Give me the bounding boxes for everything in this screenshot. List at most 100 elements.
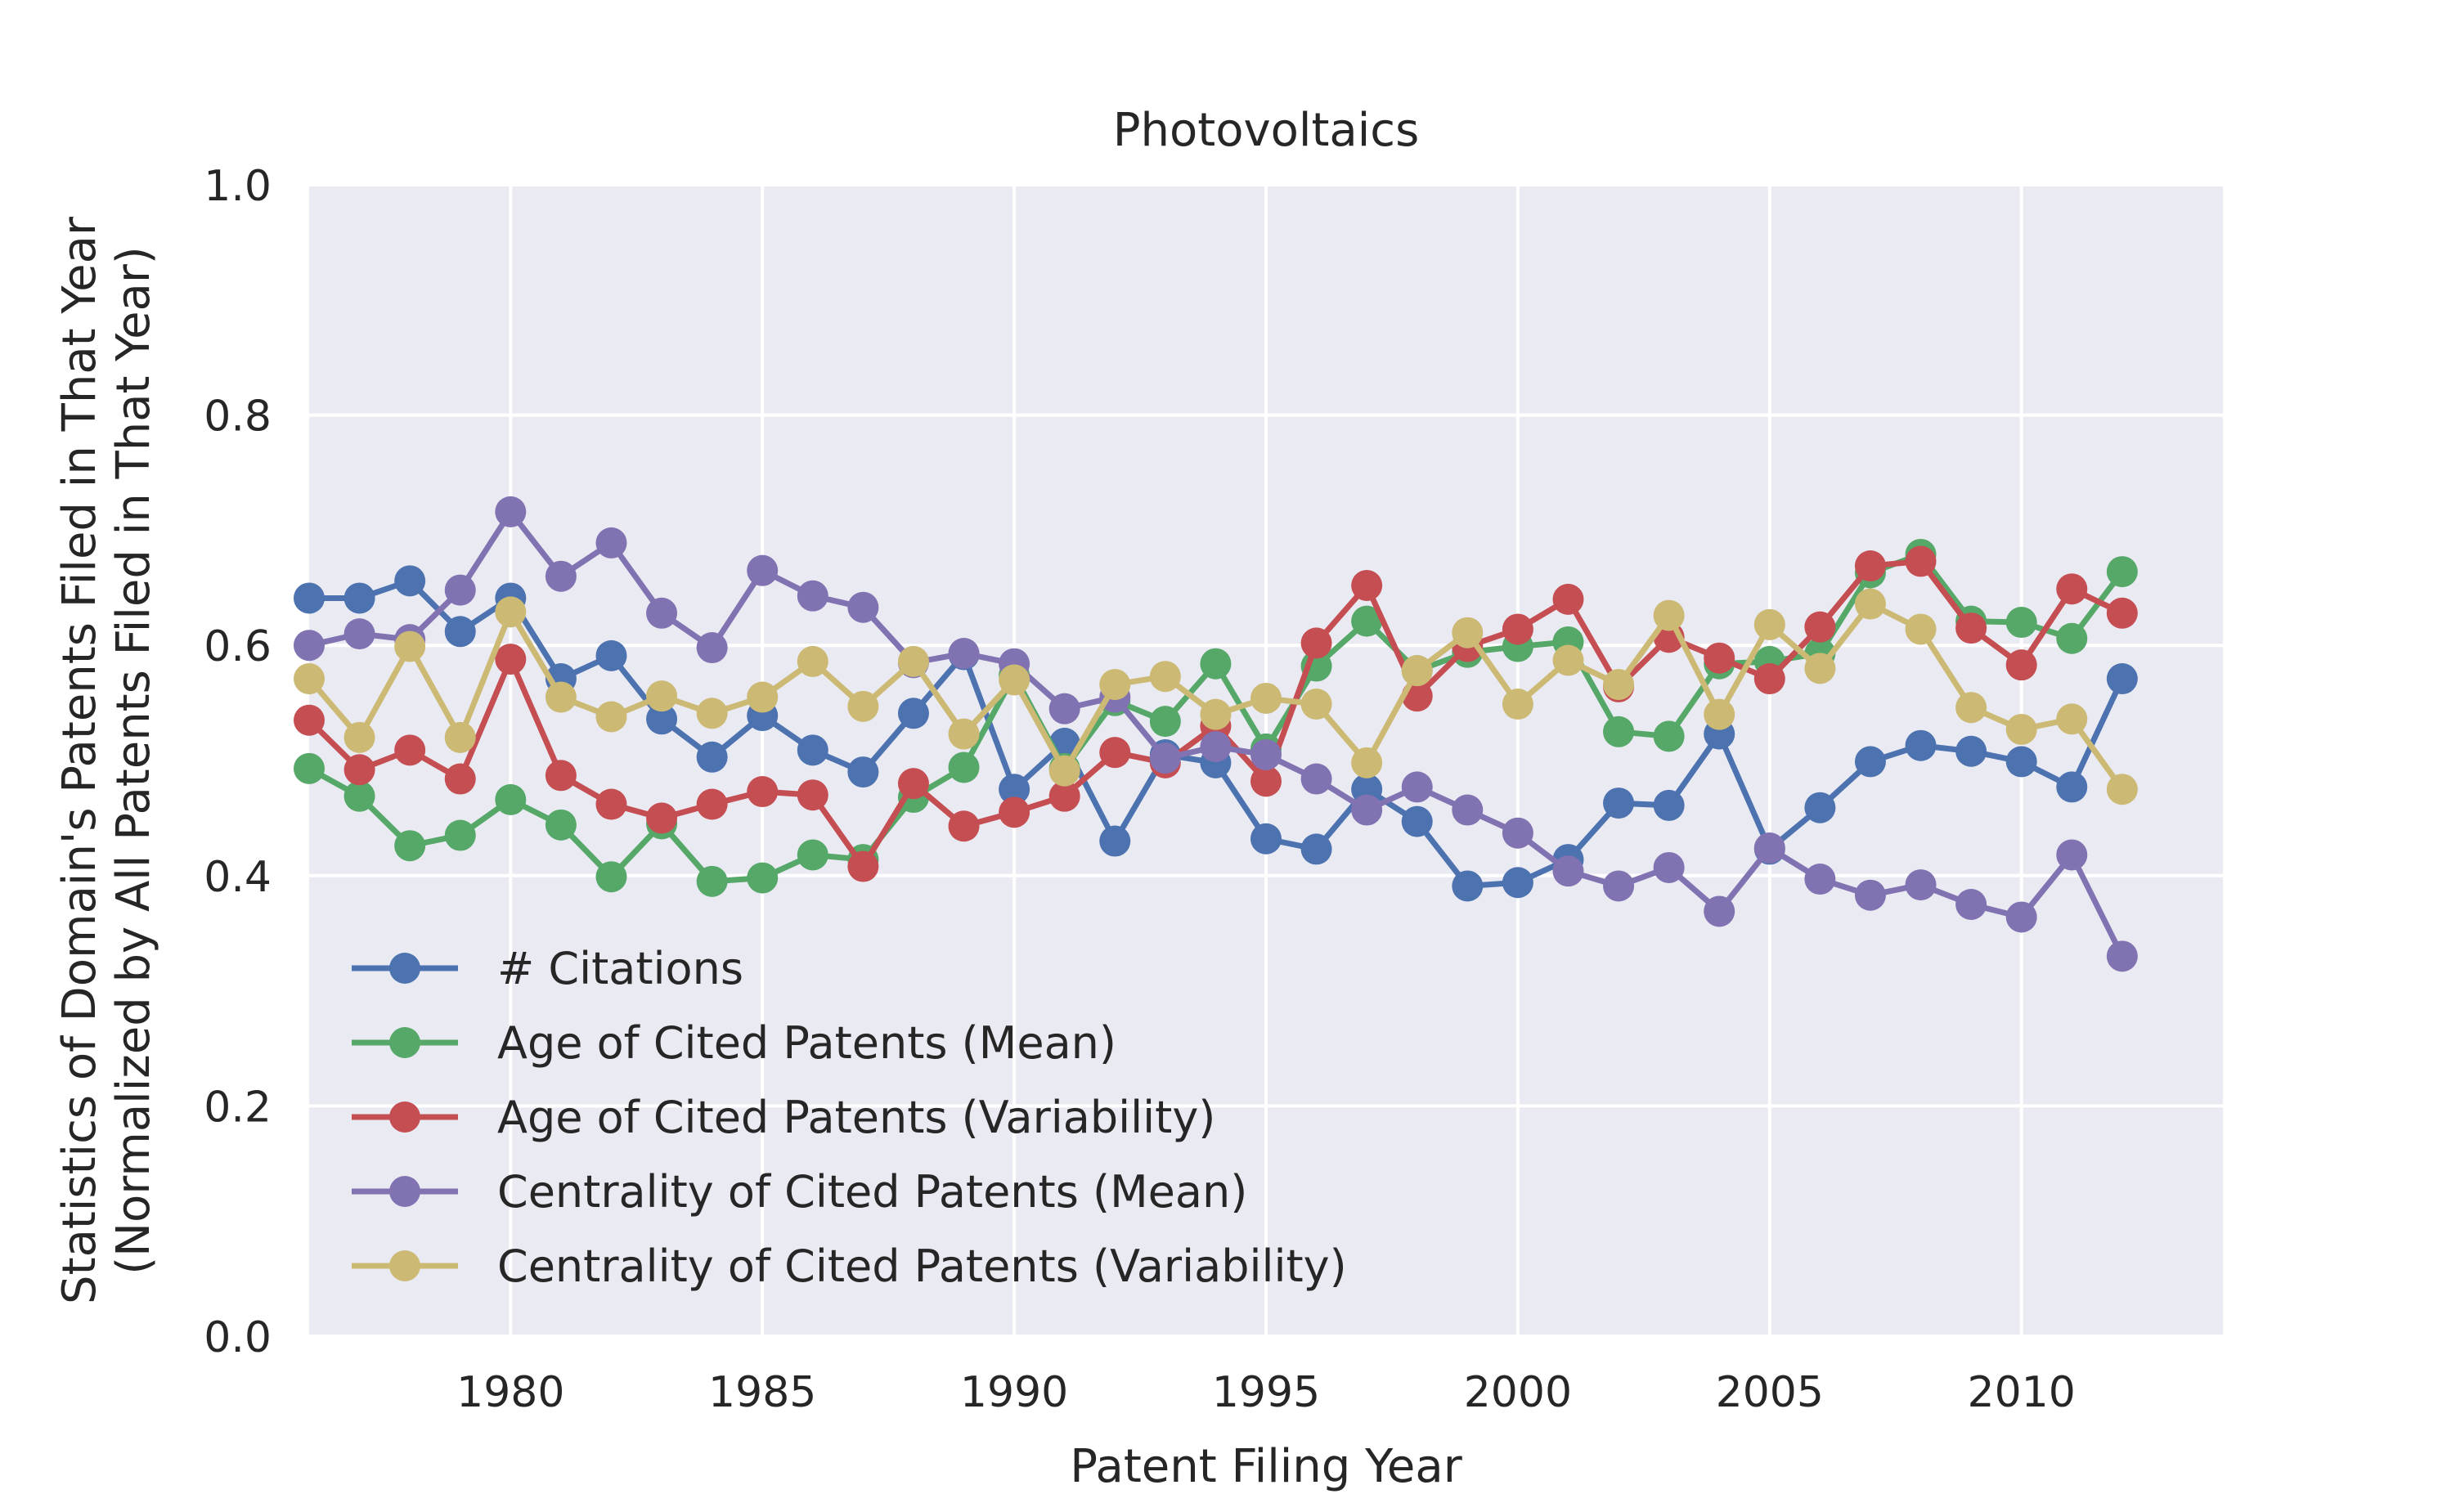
data-point	[797, 734, 828, 765]
data-point	[1150, 706, 1181, 737]
data-point	[2107, 940, 2138, 971]
data-point	[595, 861, 626, 892]
data-point	[1502, 613, 1533, 644]
data-point	[697, 742, 728, 773]
data-point	[1906, 869, 1937, 900]
data-point	[898, 646, 929, 677]
data-point	[1654, 852, 1685, 883]
data-point	[1301, 689, 1332, 720]
data-point	[1955, 612, 1987, 644]
legend-label: Age of Cited Patents (Mean)	[497, 1017, 1116, 1069]
data-point	[2006, 746, 2037, 777]
chart-title: Photovoltaics	[1113, 104, 1420, 157]
data-point	[697, 698, 728, 729]
data-point	[2056, 573, 2087, 604]
data-point	[1906, 545, 1937, 577]
data-point	[445, 764, 476, 795]
data-point	[1603, 787, 1634, 819]
legend-label: Centrality of Cited Patents (Mean)	[497, 1166, 1247, 1218]
legend-marker	[389, 1101, 420, 1133]
data-point	[697, 866, 728, 897]
data-point	[1099, 826, 1130, 857]
data-point	[949, 719, 980, 750]
data-point	[2107, 598, 2138, 629]
data-point	[646, 680, 677, 711]
data-point	[1301, 764, 1332, 795]
data-point	[495, 496, 526, 527]
data-point	[546, 682, 577, 713]
data-point	[1402, 655, 1433, 686]
x-tick-labels: 1980198519901995200020052010	[456, 1368, 2076, 1417]
data-point	[898, 768, 929, 799]
x-tick-label: 1980	[456, 1368, 564, 1417]
data-point	[495, 596, 526, 627]
x-tick-label: 1995	[1212, 1368, 1320, 1417]
data-point	[1704, 643, 1735, 674]
data-point	[2056, 703, 2087, 734]
data-point	[1099, 669, 1130, 700]
data-point	[1906, 730, 1937, 761]
x-axis-label: Patent Filing Year	[1070, 1440, 1462, 1493]
data-point	[646, 802, 677, 833]
data-point	[999, 796, 1030, 828]
data-point	[847, 851, 878, 882]
data-point	[2056, 623, 2087, 654]
data-point	[797, 839, 828, 870]
x-tick-label: 1990	[960, 1368, 1068, 1417]
data-point	[1754, 609, 1785, 640]
data-point	[1955, 889, 1987, 920]
data-point	[294, 753, 325, 784]
y-tick-label: 1.0	[204, 162, 272, 211]
data-point	[1049, 693, 1080, 725]
data-point	[847, 691, 878, 722]
legend-marker	[389, 1176, 420, 1207]
data-point	[1301, 627, 1332, 658]
data-point	[1099, 737, 1130, 768]
data-point	[1301, 833, 1332, 864]
x-tick-label: 1985	[708, 1368, 816, 1417]
data-point	[1351, 747, 1382, 778]
data-point	[1049, 756, 1080, 787]
data-point	[1704, 699, 1735, 730]
data-point	[1804, 612, 1835, 643]
data-point	[595, 640, 626, 671]
data-point	[1855, 550, 1886, 581]
data-point	[2006, 649, 2037, 680]
data-point	[949, 810, 980, 841]
data-point	[2006, 714, 2037, 745]
data-point	[1502, 689, 1533, 720]
y-tick-labels: 0.00.20.40.60.81.0	[204, 162, 272, 1362]
y-tick-label: 0.8	[204, 393, 272, 442]
data-point	[747, 863, 778, 894]
data-point	[595, 701, 626, 732]
data-point	[847, 756, 878, 787]
x-tick-label: 2000	[1464, 1368, 1572, 1417]
y-tick-label: 0.6	[204, 622, 272, 671]
data-point	[445, 616, 476, 647]
data-point	[1804, 653, 1835, 684]
data-point	[1402, 771, 1433, 802]
x-tick-label: 2005	[1716, 1368, 1824, 1417]
data-point	[1654, 600, 1685, 631]
data-point	[495, 644, 526, 675]
data-point	[1603, 716, 1634, 747]
data-point	[949, 752, 980, 783]
data-point	[2006, 901, 2037, 932]
data-point	[344, 582, 375, 613]
y-axis-label-line-1: Statistics of Domain's Patents Filed in …	[53, 216, 106, 1304]
data-point	[1250, 739, 1282, 770]
data-point	[294, 582, 325, 613]
data-point	[797, 581, 828, 612]
data-point	[1552, 855, 1583, 886]
data-point	[1250, 823, 1282, 855]
data-point	[1502, 818, 1533, 849]
data-point	[1502, 867, 1533, 898]
data-point	[2107, 663, 2138, 694]
data-point	[1200, 731, 1231, 762]
data-point	[697, 789, 728, 820]
data-point	[1955, 736, 1987, 767]
data-point	[445, 575, 476, 606]
data-point	[344, 754, 375, 785]
data-point	[797, 779, 828, 810]
